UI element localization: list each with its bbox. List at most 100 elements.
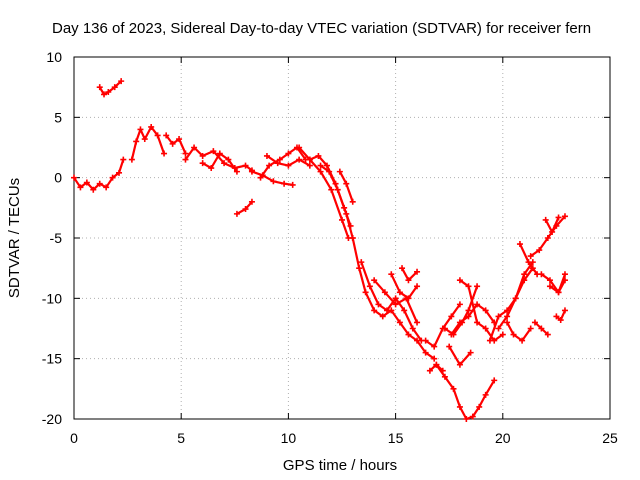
grid-lines bbox=[74, 57, 610, 419]
data-point bbox=[339, 216, 345, 223]
tick-labels: 0 5 10 15 20 25 -20 -15 -10 -5 0 5 10 bbox=[42, 49, 618, 446]
data-point bbox=[296, 144, 303, 151]
data-point bbox=[182, 156, 189, 163]
data-point bbox=[465, 283, 472, 290]
data-point bbox=[328, 186, 335, 193]
data-point bbox=[141, 136, 148, 143]
series-arc-28 bbox=[495, 259, 536, 332]
data-point bbox=[431, 355, 438, 362]
data-point bbox=[161, 150, 168, 157]
data-point bbox=[315, 152, 322, 159]
data-point bbox=[396, 289, 403, 296]
series-line bbox=[488, 267, 534, 342]
data-point bbox=[422, 349, 429, 356]
data-point bbox=[77, 184, 84, 191]
data-point bbox=[71, 174, 77, 181]
y-axis-label: SDTVAR / TECUs bbox=[6, 178, 23, 298]
data-point bbox=[358, 259, 365, 266]
data-point bbox=[208, 165, 215, 172]
data-point bbox=[512, 295, 519, 302]
series-arc-22 bbox=[433, 361, 498, 422]
data-point bbox=[414, 283, 421, 290]
series-line bbox=[400, 267, 419, 282]
x-tick-label: 15 bbox=[388, 430, 404, 446]
data-point bbox=[109, 174, 116, 181]
data-point bbox=[555, 214, 562, 221]
data-point bbox=[199, 160, 206, 167]
data-point bbox=[527, 253, 534, 260]
series-arc-14 bbox=[336, 168, 356, 205]
series-arc-6 bbox=[199, 150, 240, 175]
data-point bbox=[349, 198, 356, 205]
data-point bbox=[289, 181, 296, 188]
data-point bbox=[414, 268, 421, 275]
data-point bbox=[456, 277, 463, 284]
data-point bbox=[137, 126, 144, 133]
data-point bbox=[405, 331, 412, 338]
y-tick-label: -10 bbox=[42, 290, 62, 306]
data-point bbox=[476, 403, 483, 410]
data-point bbox=[495, 325, 502, 332]
series-arc-18 bbox=[388, 271, 421, 302]
data-point bbox=[392, 301, 399, 308]
data-point bbox=[531, 319, 538, 326]
data-point bbox=[248, 168, 255, 175]
data-point bbox=[118, 78, 125, 85]
data-point bbox=[499, 331, 506, 338]
data-point bbox=[323, 162, 330, 169]
data-point bbox=[266, 162, 273, 169]
data-point bbox=[182, 150, 189, 157]
series-arc-19 bbox=[399, 265, 421, 284]
data-point bbox=[233, 210, 240, 217]
data-point bbox=[148, 123, 155, 130]
data-point bbox=[381, 289, 388, 296]
series-arc-34 bbox=[542, 214, 562, 235]
data-point bbox=[396, 319, 403, 326]
data-point bbox=[343, 210, 350, 217]
series-arc-31 bbox=[527, 213, 568, 260]
data-point bbox=[495, 313, 502, 320]
data-point bbox=[216, 150, 223, 157]
data-point bbox=[504, 313, 511, 320]
y-tick-label: 0 bbox=[54, 170, 62, 186]
data-point bbox=[343, 180, 350, 187]
axis-ticks bbox=[73, 56, 611, 420]
series-arc-3 bbox=[128, 123, 168, 163]
data-point bbox=[474, 283, 481, 290]
data-point bbox=[317, 162, 324, 169]
data-point bbox=[469, 413, 476, 420]
data-traces bbox=[71, 78, 568, 422]
data-point bbox=[491, 377, 498, 384]
data-point bbox=[510, 331, 517, 338]
data-point bbox=[448, 331, 455, 338]
data-point bbox=[334, 186, 341, 193]
data-point bbox=[306, 156, 313, 163]
series-line bbox=[435, 363, 496, 421]
data-point bbox=[128, 156, 135, 163]
series-arc-29 bbox=[504, 319, 534, 344]
data-point bbox=[306, 162, 313, 169]
data-point bbox=[544, 331, 551, 338]
data-point bbox=[225, 156, 232, 163]
y-tick-label: -15 bbox=[42, 351, 62, 367]
data-point bbox=[349, 235, 356, 241]
series-arc-5 bbox=[182, 144, 255, 174]
data-point bbox=[199, 152, 206, 159]
series-line bbox=[458, 279, 504, 342]
data-point bbox=[426, 367, 433, 374]
data-point bbox=[221, 160, 228, 167]
series-line bbox=[360, 261, 423, 342]
data-point bbox=[414, 319, 421, 326]
series-line bbox=[165, 134, 187, 155]
series-arc-1 bbox=[71, 156, 127, 193]
data-point bbox=[90, 186, 97, 193]
series-line bbox=[497, 261, 534, 330]
data-point bbox=[561, 307, 568, 314]
series-line bbox=[338, 170, 354, 203]
data-point bbox=[546, 283, 553, 290]
data-point bbox=[366, 283, 373, 290]
data-point bbox=[399, 265, 406, 272]
chart-title: Day 136 of 2023, Sidereal Day-to-day VTE… bbox=[52, 20, 591, 37]
series-line bbox=[450, 303, 496, 336]
